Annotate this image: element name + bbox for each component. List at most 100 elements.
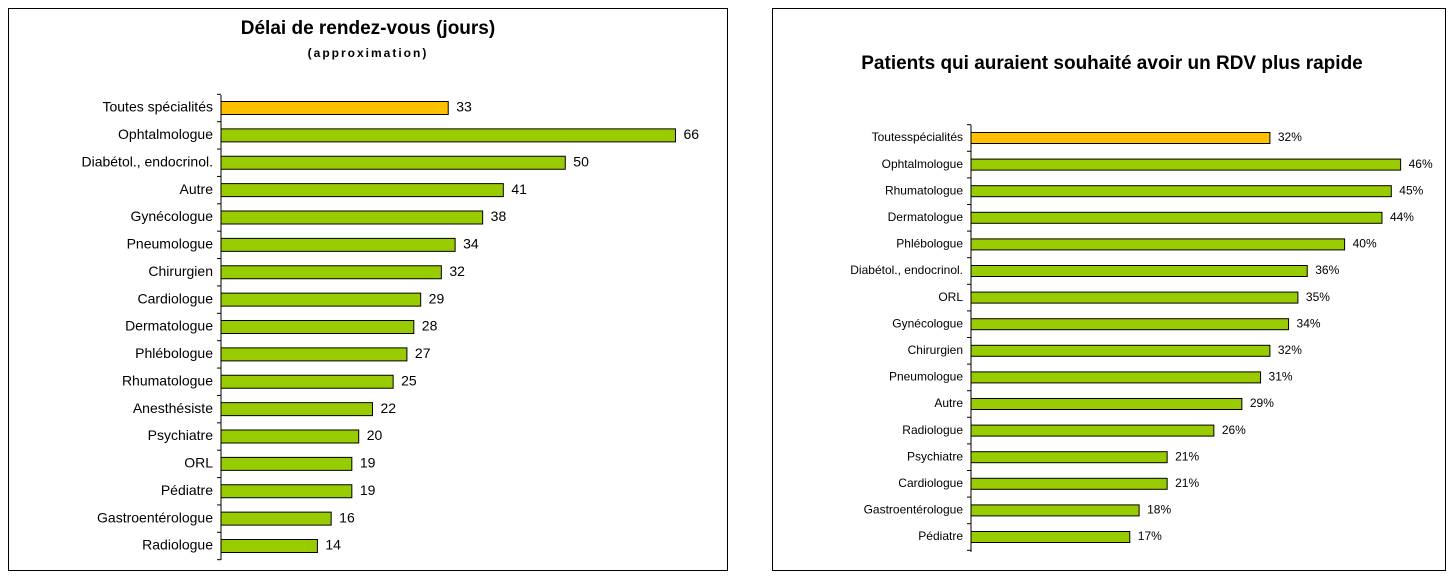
category-label: Psychiatre [148,427,214,443]
category-label: Gastroentérologue [97,509,213,525]
category-label: Autre [934,396,963,410]
category-label: Diabétol., endocrinol. [850,263,963,277]
category-label: Chirurgien [148,263,213,279]
value-label: 17% [1138,529,1162,543]
bar [970,371,1262,384]
bar [220,128,676,143]
bar [220,210,484,225]
value-label: 45% [1399,183,1423,197]
category-label: Ophtalmologue [882,157,964,171]
bar [220,511,332,526]
bar [970,477,1168,490]
bar [220,347,408,362]
bar [220,183,504,198]
bar [970,504,1140,517]
category-label: Gastroentérologue [864,503,964,517]
value-label: 35% [1306,290,1330,304]
bar [220,429,360,444]
value-label: 19 [360,482,376,498]
bar [970,318,1290,331]
category-label: Gynécologue [130,208,213,224]
category-label: Radiologue [902,423,963,437]
category-label: Ophtalmologue [118,126,213,142]
bar [220,265,442,280]
value-label: 32% [1278,343,1302,357]
bar [970,158,1402,171]
value-label: 34 [463,236,479,252]
bar [220,402,373,417]
value-label: 25 [401,372,417,388]
bar [220,237,456,252]
value-label: 21% [1175,449,1199,463]
value-label: 34% [1297,316,1321,330]
category-label: Rhumatologue [885,183,963,197]
value-label: 26% [1222,423,1246,437]
value-label: 27 [415,345,431,361]
bar [970,531,1131,543]
value-label: 46% [1409,157,1433,171]
bar [220,456,353,471]
value-label: 18% [1147,503,1171,517]
bar [220,374,394,389]
value-label: 32% [1278,130,1302,144]
bar [220,320,415,334]
category-label: Gynécologue [892,316,963,330]
value-label: 40% [1353,237,1377,251]
value-label: 22 [380,400,396,416]
category-label: Radiologue [142,537,213,553]
value-label: 38 [491,208,507,224]
category-label: Toutesspécialités [872,130,963,144]
category-label: Pédiatre [918,529,963,543]
category-label: Dermatologue [888,210,964,224]
value-label: 33 [456,99,472,115]
value-label: 28 [422,318,438,334]
category-label: Pédiatre [161,482,213,498]
category-label: ORL [184,455,213,471]
bar [220,155,566,170]
bar [970,398,1243,410]
bar [220,539,318,553]
bar [220,101,449,115]
chart-title: Patients qui auraient souhaité avoir un … [861,53,1363,74]
value-label: 19 [360,455,376,471]
value-label: 16 [339,509,355,525]
bar [970,344,1271,357]
value-label: 41 [511,181,527,197]
value-label: 29 [429,290,445,306]
value-label: 29% [1250,396,1274,410]
category-label: Cardiologue [138,290,214,306]
bar [970,238,1346,251]
value-label: 36% [1315,263,1339,277]
bar [970,132,1271,144]
chart-frame [772,8,1446,571]
bar [970,185,1392,198]
category-label: Phlébologue [896,237,963,251]
category-label: Toutes spécialités [102,99,213,115]
category-label: Cardiologue [898,476,963,490]
value-label: 32 [449,263,465,279]
category-label: Autre [180,181,214,197]
category-label: Anesthésiste [133,400,213,416]
bar [970,211,1383,224]
value-label: 14 [325,537,341,553]
chart-subtitle: (approximation) [307,46,429,60]
value-label: 20 [367,427,383,443]
bar [220,484,353,499]
category-label: Diabétol., endocrinol. [81,153,213,169]
bar [970,451,1168,464]
value-label: 31% [1269,370,1293,384]
value-label: 44% [1390,210,1414,224]
bar [970,291,1299,304]
category-label: Chirurgien [908,343,963,357]
category-label: Phlébologue [135,345,213,361]
category-label: Psychiatre [907,449,963,463]
category-label: Pneumologue [127,236,214,252]
chart-title: Délai de rendez-vous (jours) [240,18,496,39]
bar [970,424,1215,437]
category-label: Pneumologue [889,370,963,384]
category-label: Dermatologue [125,318,213,334]
bar [970,265,1308,277]
value-label: 50 [573,153,589,169]
value-label: 66 [683,126,699,142]
